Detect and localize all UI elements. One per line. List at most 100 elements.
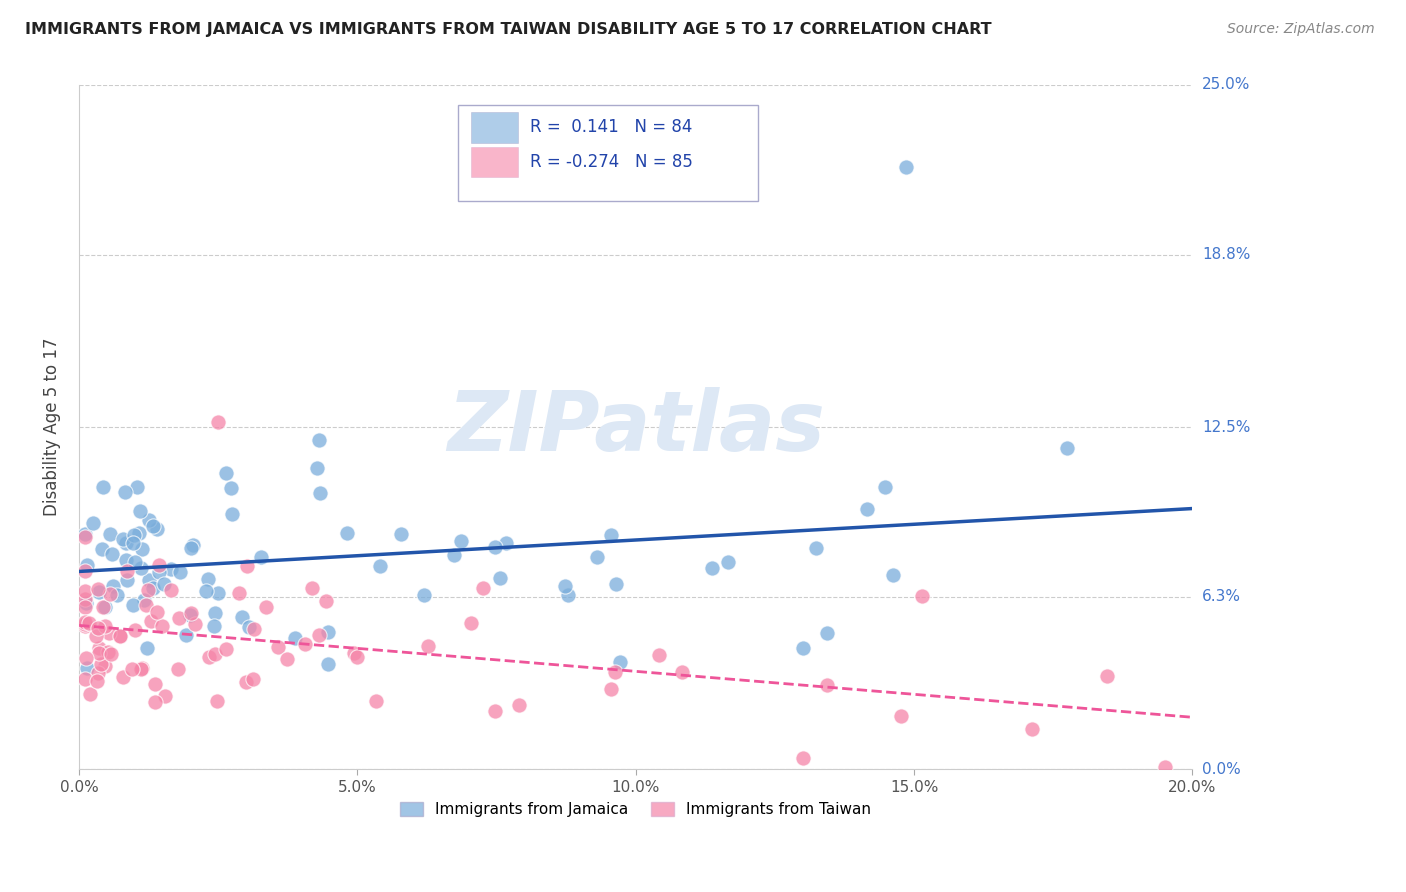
Point [221,507,243,521]
Point [98,587,121,601]
Point [142,519,165,533]
Point [97,625,120,640]
Point [153,690,176,704]
Point [134,593,156,607]
Point [855,502,877,516]
Point [235,675,257,690]
Point [508,698,530,712]
Point [243,622,266,636]
Point [806,541,828,556]
Point [87,646,110,660]
Text: 18.8%: 18.8% [1202,247,1250,262]
Point [87,584,110,599]
Point [366,693,388,707]
Point [484,704,506,718]
Text: ZIPatlas: ZIPatlas [447,386,825,467]
Point [204,647,226,661]
Point [145,521,167,535]
Point [148,565,170,579]
Point [160,562,183,576]
Point [343,646,366,660]
Point [87,666,110,681]
Point [460,615,482,630]
Point [315,593,337,607]
Point [894,160,917,174]
Point [215,641,238,656]
Point [148,558,170,573]
Point [605,576,627,591]
Point [131,660,153,674]
Point [160,583,183,598]
Point [276,652,298,666]
Point [73,526,96,541]
Point [336,526,359,541]
Point [73,599,96,614]
Point [1154,759,1177,773]
Point [1021,722,1043,736]
Point [1056,441,1078,455]
Point [143,695,166,709]
Point [84,629,107,643]
Point [105,588,128,602]
Point [197,572,219,586]
Point [100,527,122,541]
Y-axis label: Disability Age 5 to 17: Disability Age 5 to 17 [44,338,60,516]
Point [91,480,114,494]
Point [815,625,838,640]
Point [599,681,621,696]
Point [75,596,97,610]
Text: R = -0.274   N = 85: R = -0.274 N = 85 [530,153,693,170]
Point [207,586,229,600]
Point [87,620,110,634]
Point [77,615,100,630]
Point [76,661,98,675]
Point [238,620,260,634]
Point [346,650,368,665]
Point [73,584,96,599]
Point [115,574,138,588]
Point [100,648,122,662]
Point [90,657,112,671]
Point [115,564,138,578]
Point [114,552,136,566]
Point [484,540,506,554]
Point [368,559,391,574]
Point [100,547,122,561]
Point [267,640,290,655]
Point [294,637,316,651]
Point [73,619,96,633]
Point [792,751,814,765]
Point [142,581,165,595]
Point [195,583,218,598]
Point [316,624,339,639]
Point [103,579,125,593]
Point [198,650,221,665]
Point [128,504,150,518]
Text: R =  0.141   N = 84: R = 0.141 N = 84 [530,119,692,136]
Point [87,582,110,597]
Point [180,541,202,555]
Point [73,564,96,578]
Point [167,610,190,624]
Point [815,678,838,692]
Point [73,530,96,544]
Point [254,600,277,615]
Point [242,672,264,686]
Point [121,662,143,676]
Point [882,568,904,582]
Point [389,527,412,541]
Point [413,588,436,602]
Point [418,639,440,653]
Text: 6.3%: 6.3% [1202,590,1241,605]
Point [207,694,229,708]
Point [250,549,273,564]
FancyBboxPatch shape [457,105,758,202]
Point [605,665,627,679]
Text: Source: ZipAtlas.com: Source: ZipAtlas.com [1227,22,1375,37]
Point [443,548,465,562]
Point [305,461,328,475]
Point [136,582,159,597]
Point [124,624,146,638]
Point [73,672,96,686]
Point [87,641,110,656]
